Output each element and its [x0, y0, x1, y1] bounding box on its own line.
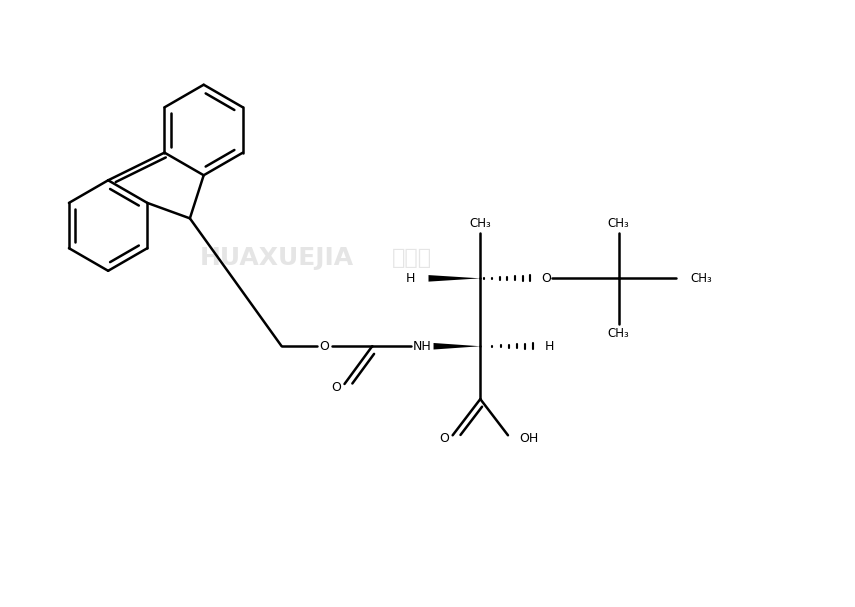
Text: CH₃: CH₃ — [469, 217, 491, 229]
Text: NH: NH — [413, 340, 432, 353]
Text: OH: OH — [519, 432, 539, 446]
Text: O: O — [320, 340, 329, 353]
Polygon shape — [428, 275, 481, 282]
Text: H: H — [545, 340, 554, 353]
Polygon shape — [433, 343, 481, 350]
Text: CH₃: CH₃ — [608, 327, 629, 340]
Text: CH₃: CH₃ — [608, 217, 629, 229]
Text: O: O — [439, 432, 450, 446]
Text: O: O — [540, 272, 551, 285]
Text: H: H — [406, 272, 416, 285]
Text: 化学加: 化学加 — [392, 248, 433, 268]
Text: HUAXUEJIA: HUAXUEJIA — [199, 246, 354, 270]
Text: O: O — [332, 381, 341, 394]
Text: CH₃: CH₃ — [691, 272, 712, 285]
